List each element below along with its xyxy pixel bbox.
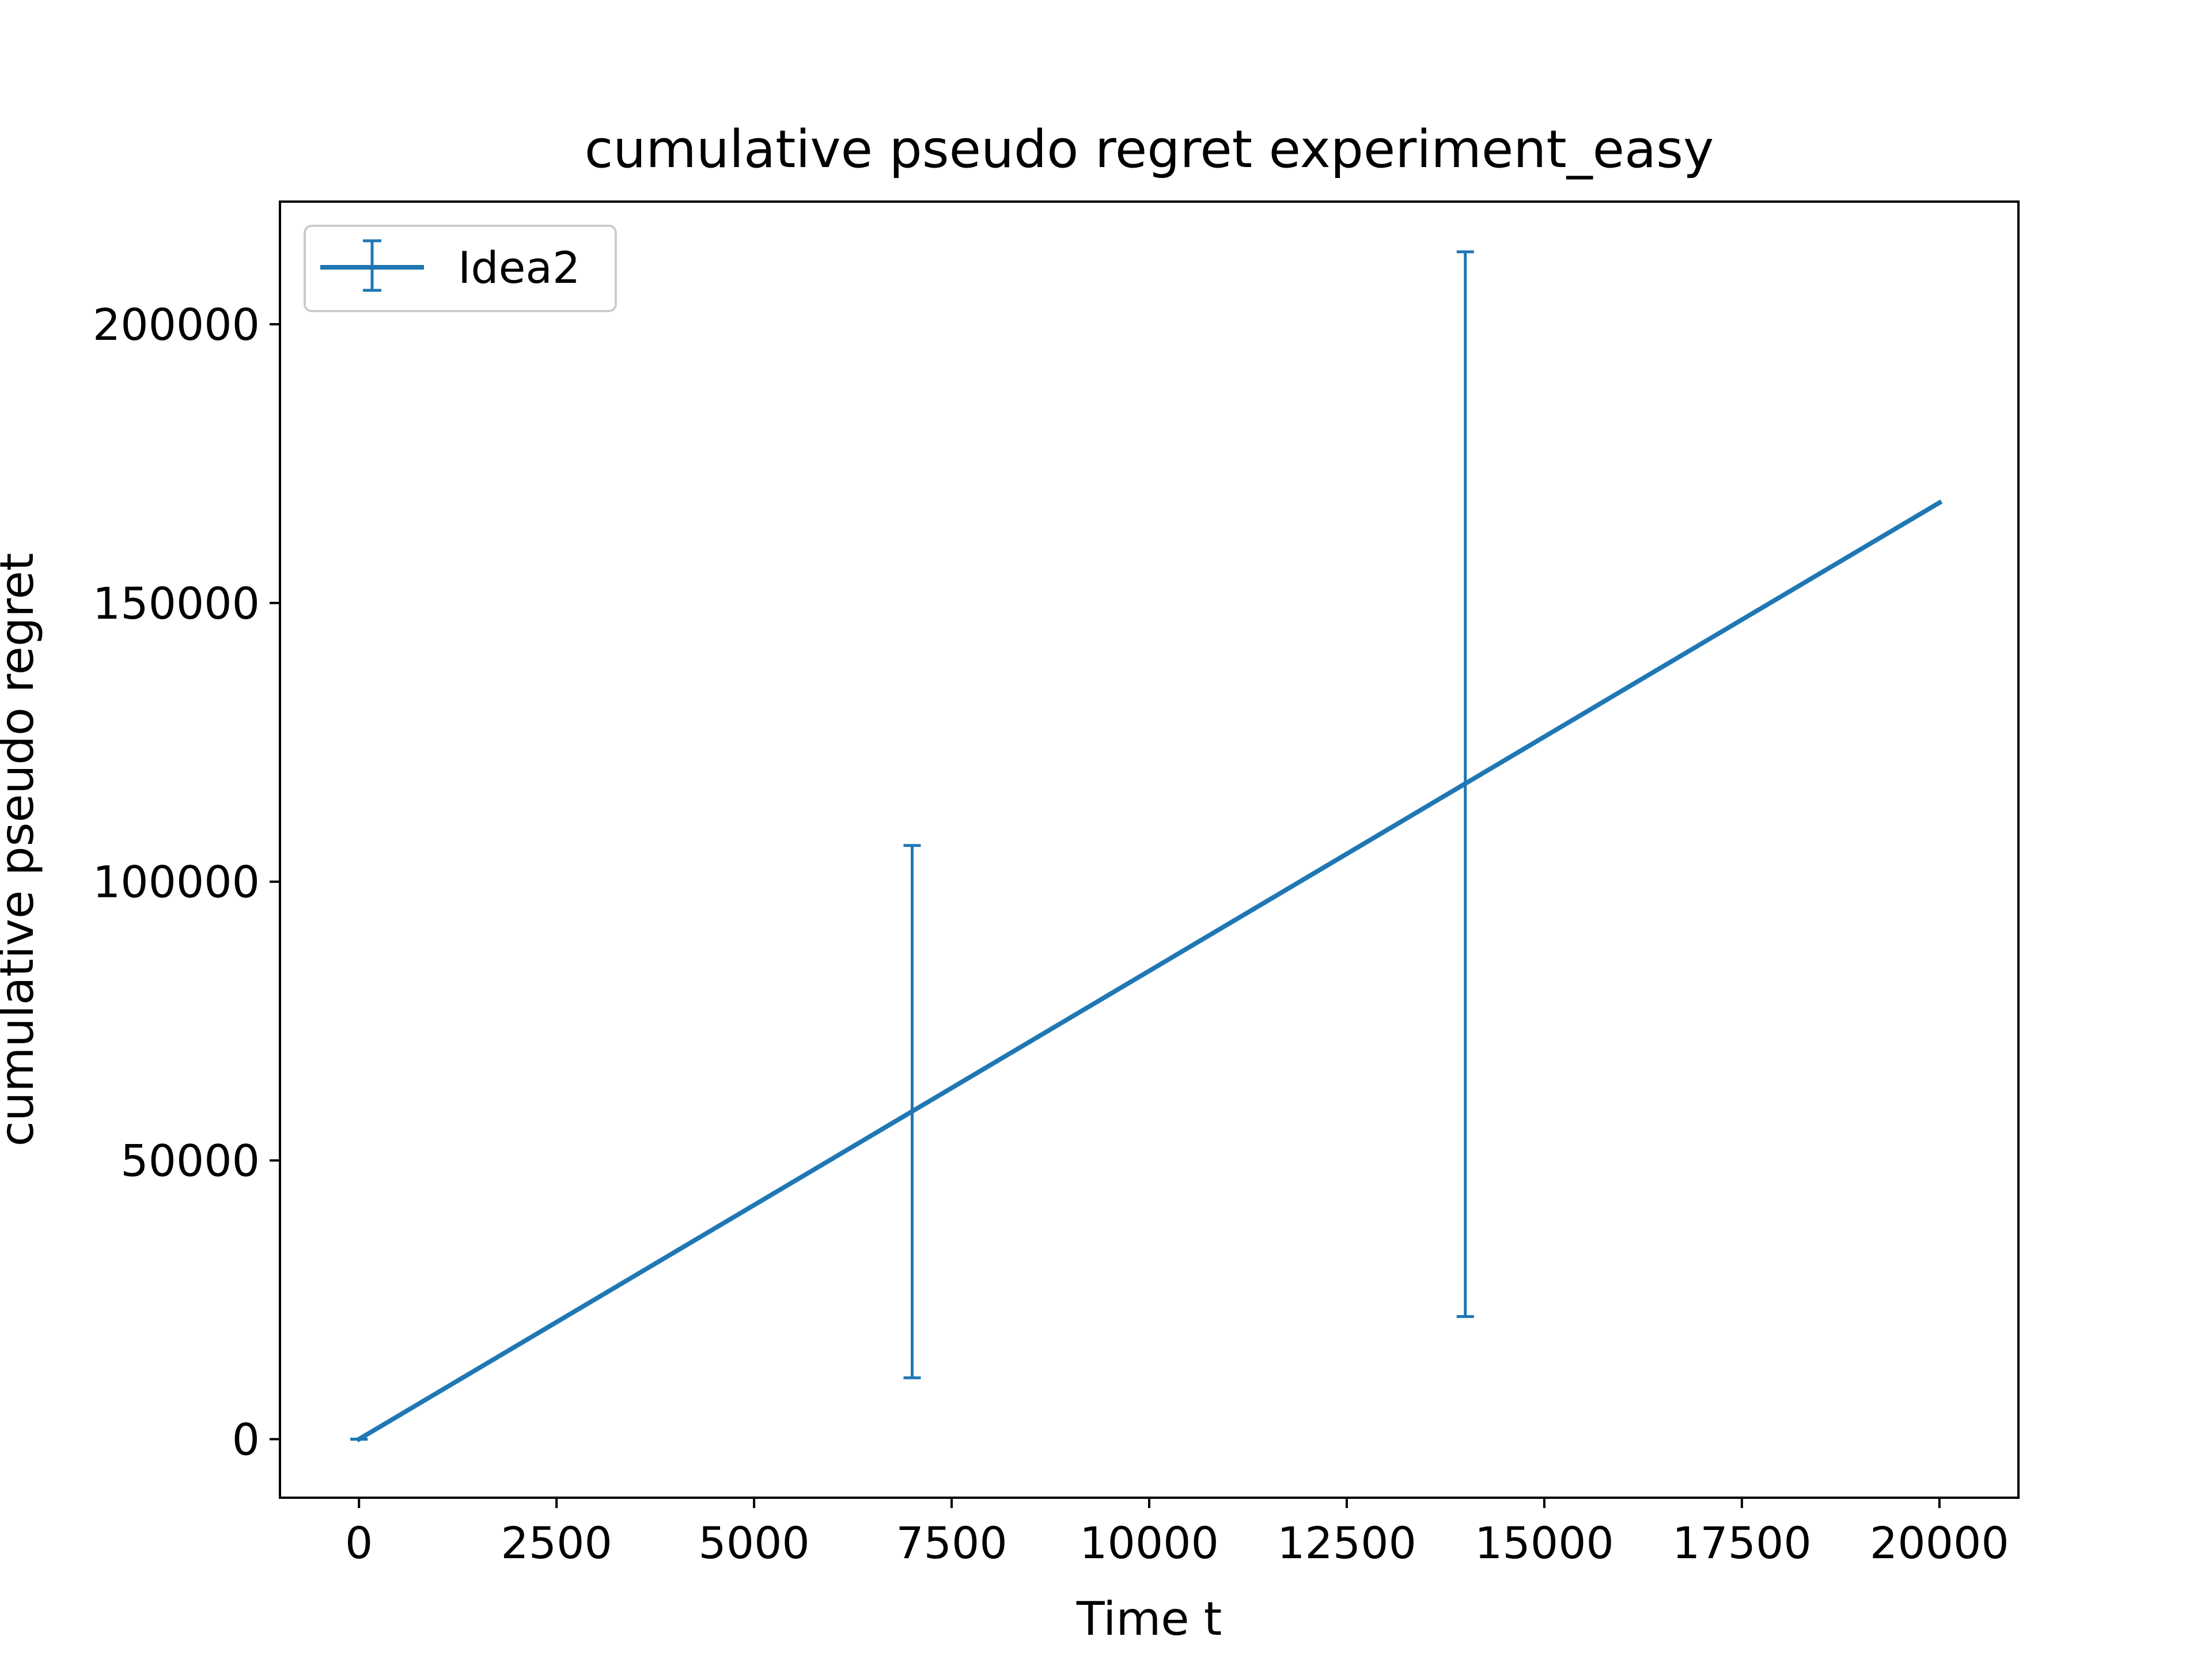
y-axis-label: cumulative pseudo regret xyxy=(0,553,44,1147)
y-tick-label: 100000 xyxy=(93,857,260,908)
y-tick-label: 50000 xyxy=(120,1135,260,1187)
chart-title: cumulative pseudo regret experiment_easy xyxy=(585,119,1714,180)
y-tick-label: 150000 xyxy=(93,578,260,629)
x-tick-label: 15000 xyxy=(1475,1517,1614,1569)
plot-area xyxy=(350,250,1943,1442)
x-tick-label: 12500 xyxy=(1277,1517,1416,1569)
x-tick-label: 17500 xyxy=(1672,1517,1812,1569)
x-tick-label: 0 xyxy=(345,1517,373,1569)
x-tick-label: 5000 xyxy=(698,1517,809,1569)
y-tick-label: 0 xyxy=(232,1414,260,1465)
errorbar xyxy=(903,844,921,1380)
x-tick-label: 10000 xyxy=(1080,1517,1219,1569)
x-tick-label: 7500 xyxy=(896,1517,1007,1569)
legend-label-idea2: Idea2 xyxy=(458,242,580,293)
y-tick-label: 200000 xyxy=(93,299,260,350)
x-tick-label: 2500 xyxy=(501,1517,612,1569)
x-axis-label: Time t xyxy=(1076,1592,1222,1646)
series-line-idea2 xyxy=(355,499,1943,1442)
errorbar xyxy=(1456,250,1474,1318)
x-tick-label: 20000 xyxy=(1870,1517,2009,1569)
x-axis: 0 2500 5000 7500 10000 12500 15000 17500 20000 xyxy=(345,1498,2009,1569)
legend: Idea2 xyxy=(304,225,617,312)
y-axis: 0 50000 100000 150000 200000 xyxy=(93,299,280,1465)
legend-frame xyxy=(304,225,617,312)
